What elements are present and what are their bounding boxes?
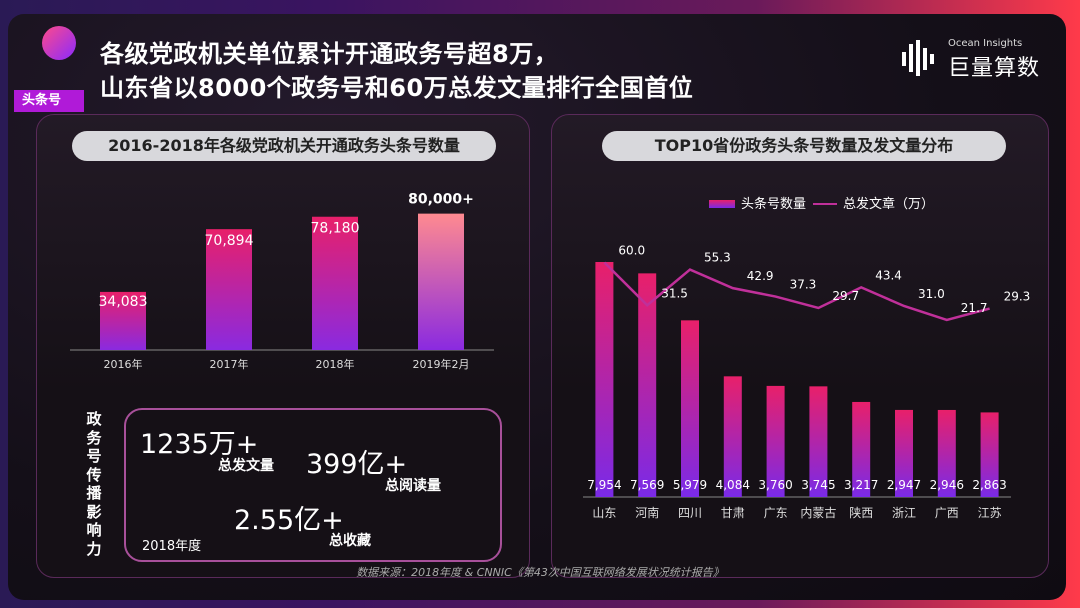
- line-data-label: 37.3: [790, 278, 817, 292]
- total-reads-label: 总阅读量: [385, 478, 441, 494]
- vertical-label-char: 号: [86, 447, 102, 465]
- right-combo-chart: 头条号数量 总发文章（万） 7,954 山东 7,569 河南 5,979 四川 4,084 甘肃…: [583, 196, 1031, 520]
- brand-name-cn: 巨量算数: [948, 56, 1041, 81]
- line-data-label: 42.9: [747, 269, 774, 283]
- left-chart-title: 2016-2018年各级党政机关开通政务头条号数量: [72, 131, 496, 161]
- bar: [595, 261, 614, 497]
- total-favs-label: 总收藏: [329, 533, 371, 549]
- total-favs-value: 2.55亿+: [234, 505, 344, 536]
- brand-name-en: Ocean Insights: [948, 38, 1023, 49]
- category-tag: 头条号: [14, 90, 84, 112]
- bar: [100, 291, 146, 350]
- total-posts-label: 总发文量: [218, 458, 274, 474]
- vertical-label-char: 传: [86, 465, 102, 484]
- bar-data-label: 4,084: [716, 478, 750, 492]
- x-tick-label: 内蒙古: [800, 505, 836, 520]
- bar: [980, 412, 999, 497]
- data-label: 80,000+: [408, 192, 474, 208]
- legend-label: 头条号数量: [741, 196, 806, 212]
- line-data-label: 31.5: [661, 286, 688, 300]
- vertical-label-char: 政: [86, 410, 102, 428]
- data-source: 数据来源：2018年度 & CNNIC《第43次中国互联网络发展状况统计报告》: [356, 566, 724, 579]
- vertical-label-char: 响: [86, 521, 102, 539]
- bar: [638, 273, 657, 497]
- bar-data-label: 3,760: [758, 478, 792, 492]
- stats-year-label: 2018年度: [142, 539, 202, 554]
- x-tick-label: 四川: [678, 506, 702, 520]
- x-tick-label: 浙江: [892, 506, 916, 520]
- line-data-label: 43.4: [875, 268, 902, 282]
- total-reads-value: 399亿+: [306, 449, 408, 480]
- x-tick-label: 广西: [935, 506, 959, 520]
- bar: [312, 216, 358, 350]
- line-data-label: 29.3: [1004, 290, 1031, 304]
- bar: [937, 409, 956, 497]
- bar-data-label: 7,954: [587, 478, 621, 492]
- line-data-label: 60.0: [618, 244, 645, 258]
- bar-data-label: 3,745: [801, 478, 835, 492]
- x-tick-label: 陕西: [849, 505, 873, 520]
- bar: [681, 320, 699, 497]
- bar-data-label: 3,217: [844, 478, 878, 492]
- x-tick-label: 广东: [764, 506, 788, 520]
- data-label: 34,083: [99, 294, 148, 310]
- x-tick-label: 2018年: [316, 357, 355, 371]
- decorative-circle-icon: [42, 26, 76, 60]
- vertical-label-char: 力: [86, 539, 102, 558]
- x-tick-label: 甘肃: [721, 506, 745, 520]
- page-title-line1: 各级党政机关单位累计开通政务号超8万，: [100, 40, 559, 68]
- legend-label: 总发文章（万）: [843, 196, 934, 212]
- vertical-label-char: 影: [86, 502, 102, 521]
- data-label: 70,894: [205, 233, 254, 249]
- x-tick-label: 山东: [592, 506, 616, 520]
- bar-data-label: 5,979: [673, 478, 707, 492]
- brand-bars-icon: [902, 40, 934, 76]
- right-chart-title: TOP10省份政务头条号数量及发文量分布: [602, 131, 1006, 161]
- bar-data-label: 2,863: [972, 478, 1006, 492]
- bar: [766, 385, 785, 497]
- left-bar-chart: 34,083 2016年 70,894 2017年 78,180 2018年 80,000+…: [70, 192, 494, 371]
- bar: [852, 401, 871, 497]
- vertical-label-char: 务: [86, 428, 102, 447]
- page-title-line2: 山东省以8000个政务号和60万总发文量排行全国首位: [100, 74, 694, 102]
- bar-data-label: 7,569: [630, 478, 664, 492]
- bar: [206, 229, 252, 350]
- influence-vertical-label: 政务号传播影响力: [84, 410, 104, 558]
- line-data-label: 29.7: [832, 289, 859, 303]
- x-tick-label: 2019年2月: [413, 357, 470, 371]
- total-posts-value: 1235万+: [140, 429, 259, 460]
- x-tick-label: 江苏: [978, 506, 1002, 520]
- x-tick-label: 河南: [635, 505, 659, 520]
- line-data-label: 21.7: [961, 301, 988, 315]
- line-data-label: 55.3: [704, 251, 731, 265]
- bar-data-label: 2,947: [887, 478, 921, 492]
- bar: [809, 386, 828, 497]
- bar: [895, 409, 913, 497]
- data-label: 78,180: [311, 221, 360, 237]
- x-tick-label: 2017年: [210, 357, 249, 371]
- bar: [418, 213, 464, 350]
- bar-data-label: 2,946: [930, 478, 964, 492]
- vertical-label-char: 播: [86, 484, 102, 502]
- series-line: [603, 261, 990, 322]
- bar: [723, 376, 742, 497]
- right-chart-card: [551, 114, 1049, 578]
- x-tick-label: 2016年: [104, 357, 143, 371]
- line-data-label: 31.0: [918, 287, 945, 301]
- legend-bar-swatch: [709, 200, 735, 208]
- stats-box: [124, 408, 502, 562]
